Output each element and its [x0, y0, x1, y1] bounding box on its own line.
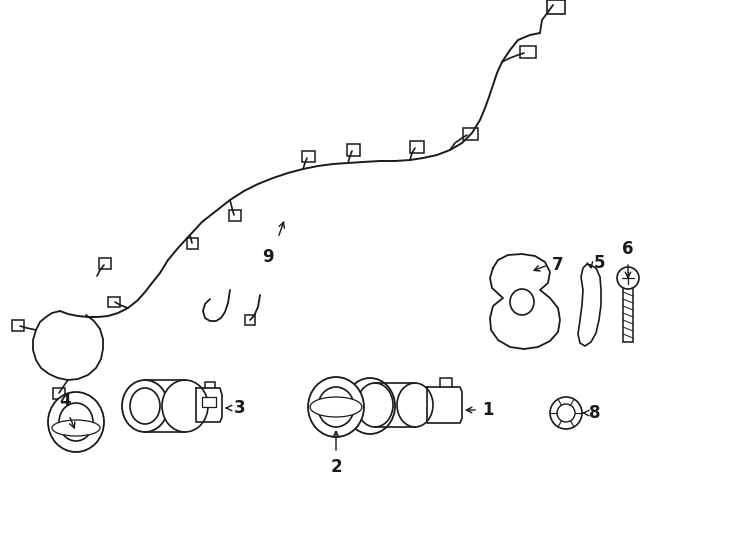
Ellipse shape [122, 380, 168, 432]
Ellipse shape [52, 420, 100, 436]
Ellipse shape [357, 383, 393, 427]
Text: 4: 4 [59, 392, 70, 410]
Ellipse shape [308, 377, 364, 437]
Text: 1: 1 [482, 401, 493, 419]
Text: 2: 2 [330, 458, 342, 476]
Ellipse shape [310, 397, 362, 417]
Ellipse shape [59, 403, 93, 441]
Text: 7: 7 [552, 256, 564, 274]
Bar [108, 297, 120, 307]
Text: 9: 9 [262, 248, 274, 266]
Ellipse shape [345, 378, 395, 434]
Ellipse shape [397, 383, 433, 427]
Bar [410, 141, 424, 153]
Bar [202, 397, 216, 407]
Bar [187, 238, 198, 249]
Text: 3: 3 [234, 399, 246, 417]
Bar [229, 210, 241, 221]
Bar [99, 258, 111, 269]
Bar [463, 128, 478, 140]
Ellipse shape [162, 380, 208, 432]
Ellipse shape [550, 397, 582, 429]
Bar [347, 144, 360, 156]
Ellipse shape [130, 388, 160, 424]
Bar [302, 151, 315, 162]
Bar [12, 320, 24, 331]
Ellipse shape [510, 289, 534, 315]
Ellipse shape [617, 267, 639, 289]
Text: 8: 8 [589, 404, 600, 422]
Bar [245, 315, 255, 325]
Text: 6: 6 [622, 240, 633, 258]
Text: 5: 5 [594, 254, 606, 272]
Bar [53, 388, 65, 399]
Ellipse shape [557, 404, 575, 422]
Ellipse shape [48, 392, 104, 452]
Ellipse shape [318, 387, 354, 427]
Bar [520, 46, 536, 58]
Bar [547, 0, 565, 14]
